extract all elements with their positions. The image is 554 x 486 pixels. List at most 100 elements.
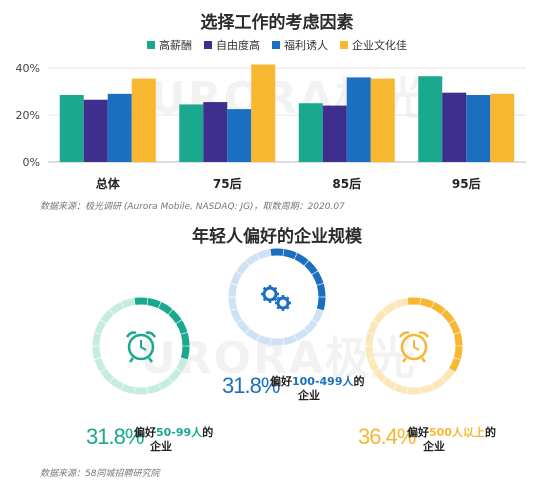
gauge-segment bbox=[257, 249, 271, 260]
legend-swatch bbox=[272, 41, 280, 49]
bar bbox=[59, 95, 84, 162]
x-tick-label: 95后 bbox=[452, 176, 481, 191]
gauge-segment bbox=[236, 319, 250, 334]
gauge-segment bbox=[257, 334, 271, 345]
bar bbox=[322, 105, 347, 162]
gauge-segment bbox=[180, 332, 190, 346]
caption-pre: 偏好 bbox=[270, 375, 292, 388]
bar bbox=[107, 93, 132, 162]
x-tick-label: 85后 bbox=[332, 176, 361, 191]
gauge-segment bbox=[453, 332, 463, 346]
gauge-segment bbox=[121, 298, 135, 309]
gauge-segment bbox=[230, 271, 242, 286]
gauge-segment bbox=[94, 357, 106, 372]
legend-item-freedom: 自由度高 bbox=[204, 37, 260, 53]
x-tick-label: 75后 bbox=[213, 176, 242, 191]
legend-label: 企业文化佳 bbox=[352, 39, 407, 52]
legend-label: 福利诱人 bbox=[284, 39, 328, 52]
gauge-segment bbox=[382, 302, 397, 315]
caption-post: 的 bbox=[484, 426, 496, 439]
bar bbox=[227, 109, 252, 162]
y-tick-label: 40% bbox=[16, 62, 40, 75]
gauge-segment bbox=[147, 298, 161, 309]
gauge-segment bbox=[176, 320, 188, 335]
gauge-segment bbox=[431, 302, 446, 315]
legend-swatch bbox=[204, 41, 212, 49]
caption-highlight: 50-99人 bbox=[156, 426, 203, 439]
gauge-percent-small: 31.8% bbox=[86, 424, 144, 449]
gauge-caption-small: 偏好50-99人的 企业 bbox=[134, 426, 213, 454]
bar bbox=[131, 78, 156, 162]
gauge-section-title: 年轻人偏好的企业规模 bbox=[192, 227, 362, 247]
legend-label: 自由度高 bbox=[216, 39, 260, 52]
x-tick-label: 总体 bbox=[96, 176, 121, 191]
y-tick-label: 20% bbox=[16, 109, 40, 122]
gauge-segment bbox=[92, 346, 102, 360]
gauge-segment bbox=[420, 298, 434, 309]
chart-source: 数据来源：极光调研 (Aurora Mobile, NASDAQ: JG)，取数… bbox=[40, 202, 345, 212]
gauge-segment bbox=[373, 368, 387, 383]
bar bbox=[490, 93, 515, 162]
legend-swatch bbox=[340, 41, 348, 49]
legend-item-benefits: 福利诱人 bbox=[272, 37, 328, 53]
gauge-segment bbox=[441, 309, 455, 324]
gauge-segment bbox=[168, 309, 182, 324]
caption-pre: 偏好 bbox=[134, 426, 156, 439]
gauge-segment bbox=[449, 357, 461, 372]
bar bbox=[251, 64, 276, 162]
gauge-percent-large: 36.4% bbox=[358, 424, 416, 449]
gauge-segment bbox=[449, 320, 461, 335]
gauge-segment bbox=[168, 368, 182, 383]
gauge-segment bbox=[158, 302, 173, 315]
caption-post: 的 bbox=[353, 375, 365, 388]
bar bbox=[370, 78, 395, 162]
caption-line2: 企业 bbox=[150, 440, 172, 453]
gauge-segment bbox=[394, 383, 408, 394]
caption-line2: 企业 bbox=[423, 440, 445, 453]
alarm-clock-icon bbox=[398, 331, 430, 363]
y-tick-label: 0% bbox=[23, 156, 40, 169]
gauge-source: 数据来源：58同城招聘研究院 bbox=[40, 469, 160, 479]
gauge-segment bbox=[373, 309, 387, 324]
gauge-segment bbox=[304, 319, 318, 334]
bar bbox=[442, 92, 467, 162]
gauge-segment bbox=[121, 383, 135, 394]
gauge-segment bbox=[236, 260, 250, 275]
gauge-segment bbox=[441, 368, 455, 383]
gauge-segment bbox=[180, 346, 190, 360]
gauge-segment bbox=[109, 302, 124, 315]
gauge-segment bbox=[245, 328, 260, 341]
gears-icon bbox=[261, 285, 291, 311]
chart-title: 选择工作的考虑因素 bbox=[200, 13, 354, 33]
gauge-segment bbox=[228, 297, 238, 311]
caption-highlight: 500人以上 bbox=[429, 426, 485, 439]
gauge-segment bbox=[245, 253, 260, 266]
gauge-segment bbox=[382, 377, 397, 390]
gauge-segment bbox=[453, 346, 463, 360]
gauge-segment bbox=[283, 334, 297, 345]
gauge-segment bbox=[92, 332, 102, 346]
legend-item-high-salary: 高薪酬 bbox=[147, 37, 192, 53]
gauge-segment bbox=[312, 271, 324, 286]
gauge-segment bbox=[100, 309, 114, 324]
gauge-segment bbox=[431, 377, 446, 390]
gauge-caption-medium: 偏好100-499人的 企业 bbox=[270, 375, 365, 403]
gauge-segment bbox=[367, 320, 379, 335]
gauge-segment bbox=[109, 377, 124, 390]
gauge-segment bbox=[304, 260, 318, 275]
gauge-segment bbox=[283, 249, 297, 260]
bar bbox=[179, 104, 204, 162]
gauge-caption-large: 偏好500人以上的 企业 bbox=[407, 426, 496, 454]
gauge-segment bbox=[176, 357, 188, 372]
legend: 高薪酬 自由度高 福利诱人 企业文化佳 bbox=[0, 37, 554, 53]
caption-post: 的 bbox=[202, 426, 214, 439]
gauge-percent-medium: 31.8% bbox=[222, 373, 280, 398]
bar bbox=[83, 99, 108, 162]
gauge-segment bbox=[365, 332, 375, 346]
bar bbox=[298, 103, 323, 162]
gauge-segment bbox=[230, 308, 242, 323]
bar bbox=[203, 102, 228, 162]
gauge-segment bbox=[367, 357, 379, 372]
